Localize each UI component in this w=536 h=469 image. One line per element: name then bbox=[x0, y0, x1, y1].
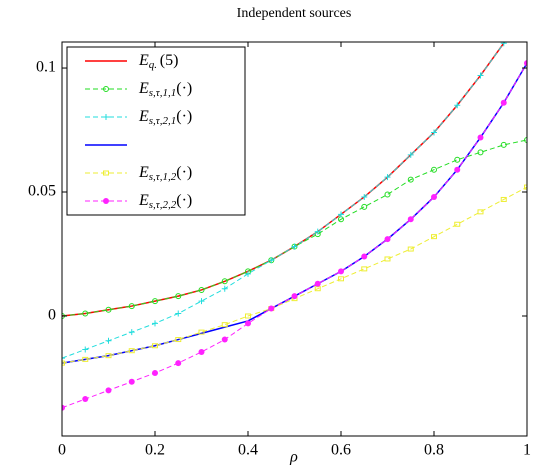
marker bbox=[245, 313, 251, 319]
marker bbox=[500, 99, 507, 106]
marker bbox=[198, 329, 205, 335]
marker bbox=[338, 211, 344, 218]
y-tick-label: 0.1 bbox=[36, 59, 56, 76]
legend-box bbox=[66, 46, 246, 216]
legend-label: Es,τ,2,2(·) bbox=[138, 192, 192, 211]
legend-label: Es,τ,1,2(·) bbox=[138, 164, 192, 183]
marker bbox=[268, 257, 275, 264]
marker bbox=[338, 276, 344, 282]
marker bbox=[82, 356, 89, 362]
plot-area bbox=[62, 6, 530, 411]
marker bbox=[198, 286, 205, 293]
marker bbox=[431, 234, 437, 240]
marker bbox=[128, 303, 135, 310]
marker bbox=[361, 203, 368, 210]
legend-label: Es,τ,1,1(·) bbox=[138, 80, 192, 99]
marker bbox=[62, 355, 65, 362]
marker bbox=[62, 404, 65, 411]
marker bbox=[477, 72, 484, 79]
marker bbox=[384, 236, 391, 243]
marker bbox=[524, 60, 527, 67]
marker bbox=[221, 285, 228, 292]
x-tick-label: 0.6 bbox=[331, 442, 351, 459]
marker bbox=[454, 166, 461, 173]
legend-label: Eq. (5) bbox=[138, 52, 178, 71]
marker bbox=[454, 221, 461, 227]
legend-label: Es,τ,2,1(·) bbox=[138, 108, 192, 127]
marker bbox=[221, 322, 228, 328]
marker bbox=[105, 306, 112, 313]
marker bbox=[361, 193, 368, 200]
marker bbox=[407, 246, 414, 252]
marker bbox=[314, 280, 321, 287]
marker bbox=[245, 270, 251, 277]
marker bbox=[384, 174, 391, 181]
marker bbox=[175, 293, 182, 300]
marker bbox=[152, 320, 158, 327]
marker bbox=[105, 337, 112, 344]
marker bbox=[62, 360, 65, 366]
marker bbox=[431, 193, 437, 200]
y-tick-label: 0.05 bbox=[28, 183, 56, 200]
marker bbox=[524, 136, 527, 143]
chart-title: Independent sources bbox=[237, 6, 352, 21]
marker bbox=[103, 170, 109, 176]
marker bbox=[407, 216, 414, 223]
marker bbox=[128, 348, 135, 354]
y-tick-label: 0 bbox=[48, 307, 56, 324]
marker bbox=[198, 298, 205, 305]
marker bbox=[384, 256, 391, 262]
marker bbox=[152, 370, 158, 377]
marker bbox=[198, 348, 205, 355]
marker bbox=[82, 310, 89, 317]
marker bbox=[361, 266, 368, 272]
axes-frame bbox=[61, 41, 528, 437]
marker bbox=[268, 305, 275, 312]
marker bbox=[152, 298, 158, 305]
marker bbox=[477, 134, 484, 141]
marker bbox=[245, 320, 251, 327]
marker bbox=[314, 228, 321, 235]
marker bbox=[152, 343, 158, 349]
x-tick-label: 0.8 bbox=[424, 442, 444, 459]
marker bbox=[128, 378, 135, 385]
marker bbox=[105, 387, 112, 394]
x-tick-label: 0.4 bbox=[238, 442, 258, 459]
marker bbox=[500, 42, 507, 47]
marker bbox=[361, 253, 368, 260]
marker bbox=[431, 166, 437, 173]
marker bbox=[291, 293, 298, 300]
marker bbox=[524, 184, 527, 190]
marker bbox=[82, 396, 89, 403]
marker bbox=[477, 209, 484, 215]
marker bbox=[500, 196, 507, 202]
marker bbox=[103, 114, 109, 120]
marker bbox=[338, 268, 344, 275]
marker bbox=[454, 156, 461, 163]
marker bbox=[103, 86, 109, 92]
marker bbox=[524, 6, 530, 12]
x-tick-label: 1 bbox=[523, 442, 531, 459]
marker bbox=[175, 310, 182, 317]
marker bbox=[175, 360, 182, 367]
marker bbox=[477, 149, 484, 156]
marker bbox=[384, 191, 391, 198]
marker bbox=[407, 176, 414, 183]
marker bbox=[454, 102, 461, 109]
x-tick-label: 0 bbox=[58, 442, 66, 459]
marker bbox=[431, 129, 437, 136]
marker bbox=[221, 336, 228, 343]
marker bbox=[500, 141, 507, 148]
marker bbox=[128, 329, 135, 336]
marker bbox=[103, 198, 109, 204]
marker bbox=[82, 346, 89, 353]
marker bbox=[105, 353, 112, 359]
marker bbox=[407, 151, 414, 158]
x-tick-label: 0.2 bbox=[145, 442, 165, 459]
marker bbox=[291, 243, 298, 250]
x-axis-label: ρ bbox=[289, 449, 298, 466]
marker bbox=[221, 278, 228, 285]
marker bbox=[175, 337, 182, 343]
